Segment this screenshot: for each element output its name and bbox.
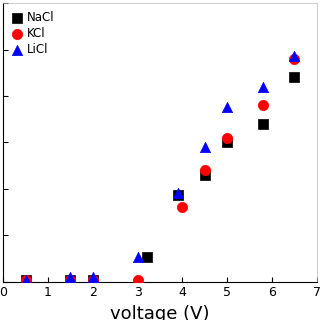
KCl	[292, 56, 297, 61]
KCl	[260, 103, 266, 108]
LiCl	[260, 84, 266, 89]
LiCl	[68, 274, 73, 280]
LiCl	[225, 105, 230, 110]
KCl	[90, 277, 95, 282]
KCl	[68, 277, 73, 282]
KCl	[202, 168, 207, 173]
X-axis label: voltage (V): voltage (V)	[110, 305, 210, 320]
KCl	[135, 277, 140, 282]
NaCl	[225, 140, 230, 145]
LiCl	[90, 274, 95, 280]
NaCl	[175, 193, 180, 198]
NaCl	[68, 277, 73, 282]
Legend: NaCl, KCl, LiCl: NaCl, KCl, LiCl	[9, 9, 57, 59]
NaCl	[144, 254, 149, 259]
LiCl	[175, 190, 180, 195]
LiCl	[292, 53, 297, 59]
NaCl	[90, 277, 95, 282]
LiCl	[135, 254, 140, 259]
KCl	[23, 277, 28, 282]
LiCl	[202, 144, 207, 149]
LiCl	[23, 277, 28, 282]
KCl	[180, 205, 185, 210]
NaCl	[23, 277, 28, 282]
NaCl	[292, 75, 297, 80]
KCl	[225, 135, 230, 140]
NaCl	[260, 121, 266, 126]
NaCl	[202, 172, 207, 177]
